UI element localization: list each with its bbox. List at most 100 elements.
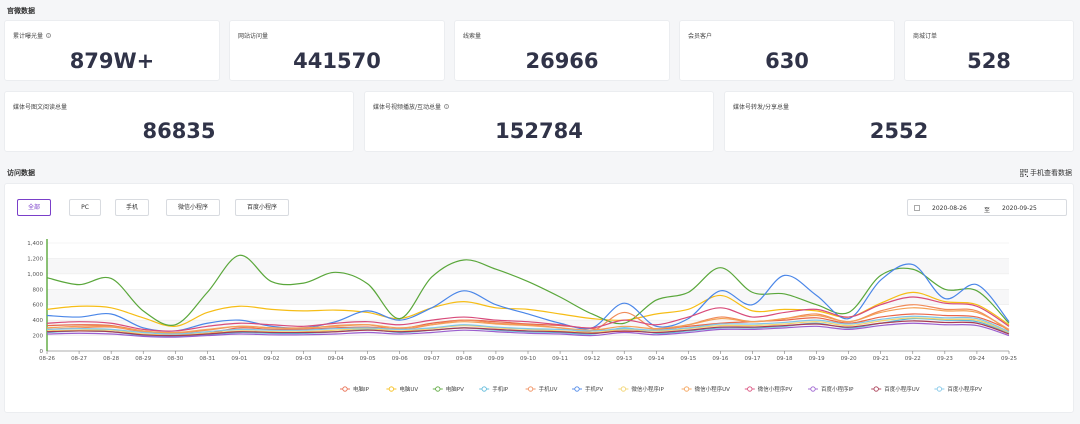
x-tick-label: 09-01 bbox=[231, 356, 247, 362]
y-tick-label: 1,400 bbox=[27, 241, 43, 247]
x-tick-label: 08-27 bbox=[71, 356, 87, 362]
stat-card-site-visits: 网站访问量 441570 bbox=[229, 20, 445, 81]
x-tick-label: 09-11 bbox=[552, 356, 568, 362]
x-tick-label: 08-29 bbox=[135, 356, 151, 362]
section-title-visits: 访问数据 bbox=[7, 169, 35, 177]
series-line-4 bbox=[46, 317, 1010, 337]
date-range-picker[interactable]: 2020-08-26 至 2020-09-25 bbox=[907, 199, 1067, 216]
tab-baidu-miniprogram[interactable]: 百度小程序 bbox=[235, 199, 289, 216]
x-tick-label: 09-02 bbox=[263, 356, 279, 362]
x-tick-label: 08-26 bbox=[39, 356, 55, 362]
x-tick-label: 09-16 bbox=[712, 356, 728, 362]
tab-wechat-miniprogram[interactable]: 微信小程序 bbox=[166, 199, 220, 216]
x-tick-label: 09-04 bbox=[328, 356, 344, 362]
legend-label: 手机UV bbox=[539, 385, 558, 393]
series-line-11 bbox=[46, 320, 1010, 337]
series-line-9 bbox=[46, 296, 1010, 332]
stat-card-shares: 媒体号转发/分享总量 2552 bbox=[724, 91, 1074, 152]
stat-card-exposure: 累计曝光量 i 879W+ bbox=[4, 20, 220, 81]
stat-card-members: 会员客户 630 bbox=[679, 20, 895, 81]
stat-label: 媒体号图文阅读总量 bbox=[13, 104, 68, 111]
x-tick-label: 08-31 bbox=[199, 356, 215, 362]
x-tick-label: 09-18 bbox=[777, 356, 793, 362]
legend-marker bbox=[810, 386, 816, 392]
legend-marker bbox=[747, 386, 753, 392]
x-tick-label: 09-10 bbox=[520, 356, 536, 362]
legend-label: 微信小程序PV bbox=[758, 385, 793, 393]
mobile-view-label: 手机查看数据 bbox=[1030, 169, 1072, 177]
legend-marker bbox=[574, 386, 580, 392]
x-tick-label: 09-14 bbox=[648, 356, 664, 362]
x-tick-label: 09-20 bbox=[841, 356, 857, 362]
stat-value: 2552 bbox=[869, 119, 929, 143]
legend-label: 微信小程序UV bbox=[695, 385, 731, 393]
legend-marker bbox=[481, 386, 487, 392]
tab-pc[interactable]: PC bbox=[69, 199, 101, 216]
x-tick-label: 09-25 bbox=[1001, 356, 1017, 362]
legend-marker bbox=[936, 386, 943, 392]
legend-marker bbox=[683, 386, 690, 392]
legend-marker bbox=[527, 386, 534, 392]
stat-value: 528 bbox=[967, 49, 1011, 73]
tab-all[interactable]: 全部 bbox=[17, 199, 51, 216]
y-tick-label: 1,200 bbox=[27, 256, 43, 262]
x-tick-label: 09-22 bbox=[905, 356, 921, 362]
stat-label: 会员客户 bbox=[688, 33, 713, 40]
series-line-8 bbox=[46, 307, 1010, 334]
stat-value: 441570 bbox=[293, 49, 381, 73]
stat-card-leads: 线索量 26966 bbox=[454, 20, 670, 81]
y-tick-label: 0 bbox=[40, 349, 44, 355]
x-tick-label: 09-19 bbox=[809, 356, 825, 362]
x-tick-label: 09-05 bbox=[360, 356, 376, 362]
legend-label: 微信小程序IP bbox=[631, 385, 664, 393]
section-title-official: 官微数据 bbox=[7, 7, 35, 15]
stat-value: 86835 bbox=[142, 119, 216, 143]
visit-chart-panel: 全部 PC 手机 微信小程序 百度小程序 2020-08-26 至 2020-0… bbox=[4, 183, 1074, 413]
stat-value: 152784 bbox=[495, 119, 583, 143]
date-end: 2020-09-25 bbox=[1002, 205, 1037, 212]
x-tick-label: 09-09 bbox=[488, 356, 504, 362]
x-tick-label: 09-21 bbox=[873, 356, 889, 362]
series-line-3 bbox=[46, 254, 1010, 326]
legend-marker bbox=[435, 386, 441, 392]
y-tick-label: 1,000 bbox=[27, 272, 43, 278]
qr-code-icon bbox=[1020, 169, 1028, 177]
stat-value: 26966 bbox=[525, 49, 599, 73]
stat-card-video-plays: 媒体号视频播放/互动总量 i 152784 bbox=[364, 91, 714, 152]
stat-label: 媒体号视频播放/互动总量 bbox=[373, 104, 442, 111]
x-tick-label: 09-24 bbox=[969, 356, 985, 362]
x-tick-label: 09-07 bbox=[424, 356, 440, 362]
info-icon[interactable]: i bbox=[46, 33, 52, 38]
stat-value: 630 bbox=[765, 49, 809, 73]
x-tick-label: 08-28 bbox=[103, 356, 119, 362]
stat-card-article-reads: 媒体号图文阅读总量 86835 bbox=[4, 91, 354, 152]
y-tick-label: 400 bbox=[33, 318, 44, 324]
date-separator: 至 bbox=[984, 207, 991, 214]
mobile-view-link[interactable]: 手机查看数据 bbox=[1020, 168, 1072, 178]
y-tick-label: 600 bbox=[33, 303, 44, 309]
x-tick-label: 09-03 bbox=[296, 356, 312, 362]
grid-band bbox=[47, 289, 1009, 305]
grid-band bbox=[47, 258, 1009, 274]
tab-mobile[interactable]: 手机 bbox=[115, 199, 149, 216]
y-tick-label: 200 bbox=[33, 334, 44, 340]
stat-label: 媒体号转发/分享总量 bbox=[733, 104, 790, 111]
x-tick-label: 09-23 bbox=[937, 356, 953, 362]
series-line-12 bbox=[46, 315, 1010, 335]
series-line-6 bbox=[46, 263, 1010, 332]
series-line-10 bbox=[46, 322, 1010, 338]
stat-label: 累计曝光量 bbox=[13, 33, 44, 40]
line-chart: 0 200 400 600 800 1,000 1,200 1,400 08-26 08-27 08… bbox=[27, 239, 1017, 393]
legend-marker bbox=[873, 386, 879, 392]
x-tick-label: 09-13 bbox=[616, 356, 632, 362]
stat-label: 商城订单 bbox=[913, 33, 938, 40]
legend-marker bbox=[342, 386, 348, 392]
series-line-7 bbox=[46, 317, 1010, 336]
x-tick-label: 09-06 bbox=[392, 356, 408, 362]
legend-label: 手机PV bbox=[585, 385, 603, 393]
info-icon[interactable]: i bbox=[444, 104, 450, 109]
legend-label: 百度小程序PV bbox=[947, 385, 982, 393]
legend-label: 电脑PV bbox=[446, 385, 464, 393]
stat-card-orders: 商城订单 528 bbox=[904, 20, 1074, 81]
x-tick-label: 08-30 bbox=[167, 356, 183, 362]
